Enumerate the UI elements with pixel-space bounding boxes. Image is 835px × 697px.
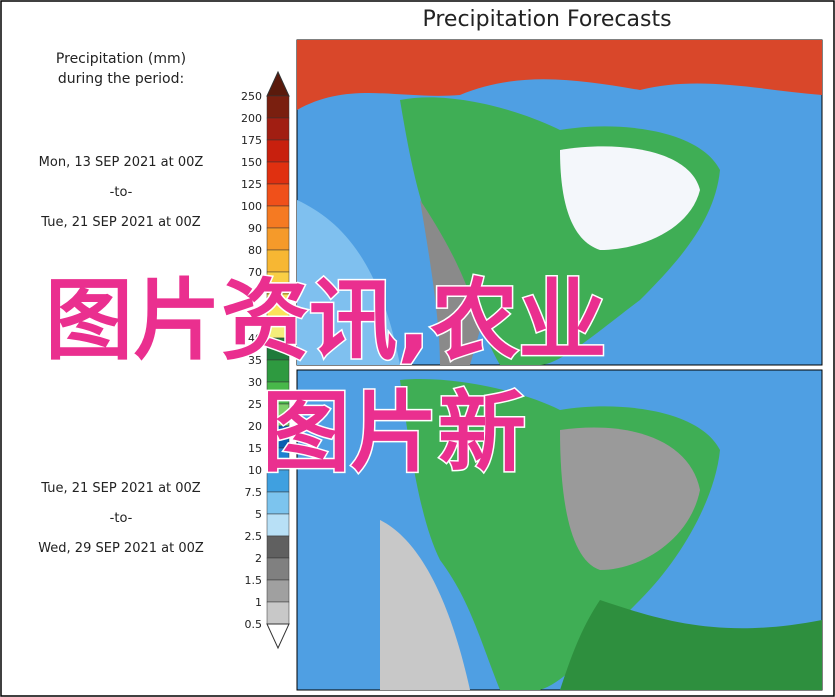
colorbar-swatch	[266, 95, 290, 119]
colorbar-tick-label: 15	[248, 442, 262, 455]
colorbar-tick-label: 35	[248, 354, 262, 367]
colorbar-tick-label: 20	[248, 420, 262, 433]
colorbar-tick-label: 40	[248, 332, 262, 345]
colorbar-swatch	[266, 139, 290, 163]
dry-area	[380, 520, 470, 690]
watermark: 图片资讯,农业	[43, 268, 607, 374]
colorbar-tick-label: 1	[255, 596, 262, 609]
colorbar-tick-label: 80	[248, 244, 262, 257]
colorbar-tick-label: 2	[255, 552, 262, 565]
colorbar-swatch	[266, 535, 290, 559]
colorbar-tick-label: 250	[241, 90, 262, 103]
dry-area	[560, 146, 700, 250]
dry-area	[560, 427, 700, 570]
colorbar-swatch	[266, 117, 290, 141]
colorbar-tick-label: 2.5	[245, 530, 263, 543]
colorbar-arrow	[266, 70, 290, 97]
colorbar-tick-label: 200	[241, 112, 262, 125]
colorbar-swatch	[266, 205, 290, 229]
colorbar-swatch	[266, 227, 290, 251]
colorbar-swatch	[266, 557, 290, 581]
colorbar-tick-label: 125	[241, 178, 262, 191]
map-panel	[296, 369, 823, 691]
colorbar-swatch	[266, 491, 290, 515]
period-start: Tue, 21 SEP 2021 at 00Z	[40, 481, 201, 496]
rain-band	[297, 40, 822, 110]
legend-title: during the period:	[58, 71, 184, 87]
colorbar-tick-label: 10	[248, 464, 262, 477]
colorbar-swatch	[266, 579, 290, 603]
colorbar-tick-label: 175	[241, 134, 262, 147]
colorbar-tick-label: 50	[248, 310, 262, 323]
colorbar-arrow	[266, 623, 290, 650]
period-end: Wed, 29 SEP 2021 at 00Z	[38, 541, 204, 556]
title: Precipitation Forecasts	[422, 7, 671, 32]
colorbar-tick-label: 30	[248, 376, 262, 389]
map-panel	[296, 39, 823, 366]
rain-band	[560, 600, 822, 690]
colorbar-swatch	[266, 161, 290, 185]
colorbar-tick-label: 1.5	[245, 574, 263, 587]
period-start: Mon, 13 SEP 2021 at 00Z	[39, 155, 204, 170]
period-separator: -to-	[110, 185, 133, 200]
colorbar-swatch	[266, 183, 290, 207]
colorbar-tick-label: 0.5	[245, 618, 263, 631]
colorbar-tick-label: 100	[241, 200, 262, 213]
colorbar-tick-label: 70	[248, 266, 262, 279]
colorbar-tick-label: 60	[248, 288, 262, 301]
colorbar: 2502001751501251009080706050403530252015…	[241, 70, 290, 650]
colorbar-tick-label: 25	[248, 398, 262, 411]
period-end: Tue, 21 SEP 2021 at 00Z	[40, 215, 201, 230]
colorbar-tick-label: 90	[248, 222, 262, 235]
light-rain	[297, 200, 400, 365]
legend-title: Precipitation (mm)	[56, 51, 186, 67]
watermark: 图片新	[260, 380, 527, 486]
colorbar-tick-label: 5	[255, 508, 262, 521]
dry-area	[420, 200, 480, 365]
colorbar-swatch	[266, 601, 290, 625]
colorbar-swatch	[266, 513, 290, 537]
colorbar-tick-label: 7.5	[245, 486, 263, 499]
period-separator: -to-	[110, 511, 133, 526]
colorbar-tick-label: 150	[241, 156, 262, 169]
